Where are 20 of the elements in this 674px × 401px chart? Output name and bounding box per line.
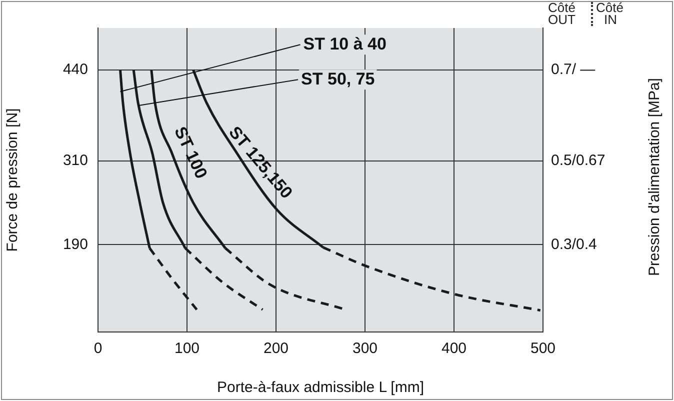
annotation: ST 50, 75 <box>301 69 375 88</box>
text: Côté IN <box>591 0 624 27</box>
x-tick-label: 0 <box>94 340 102 358</box>
x-tick-label: 500 <box>530 340 556 358</box>
text: 0.5/0.67 <box>551 152 606 169</box>
y-tick-label: 310 <box>62 152 88 169</box>
text: 0.3/0.4 <box>551 236 597 253</box>
y-axis-title: Force de pression [N] <box>4 108 22 252</box>
y-tick-label: 440 <box>62 61 88 78</box>
x-tick-label: 200 <box>263 340 289 358</box>
x-tick-label: 300 <box>352 340 378 358</box>
y-tick-label: 190 <box>62 236 88 253</box>
text: Côté OUT <box>548 0 576 27</box>
text: Pression d'alimentation [MPa] <box>646 78 664 276</box>
annotation: ST 100 <box>170 124 211 182</box>
annotation: ST 10 à 40 <box>303 34 386 54</box>
x-tick-label: 400 <box>441 340 467 358</box>
x-axis-title: Porte-à-faux admissible L [mm] <box>216 379 424 396</box>
text: 0.7/ — <box>551 61 596 78</box>
x-tick-label: 100 <box>174 340 200 358</box>
